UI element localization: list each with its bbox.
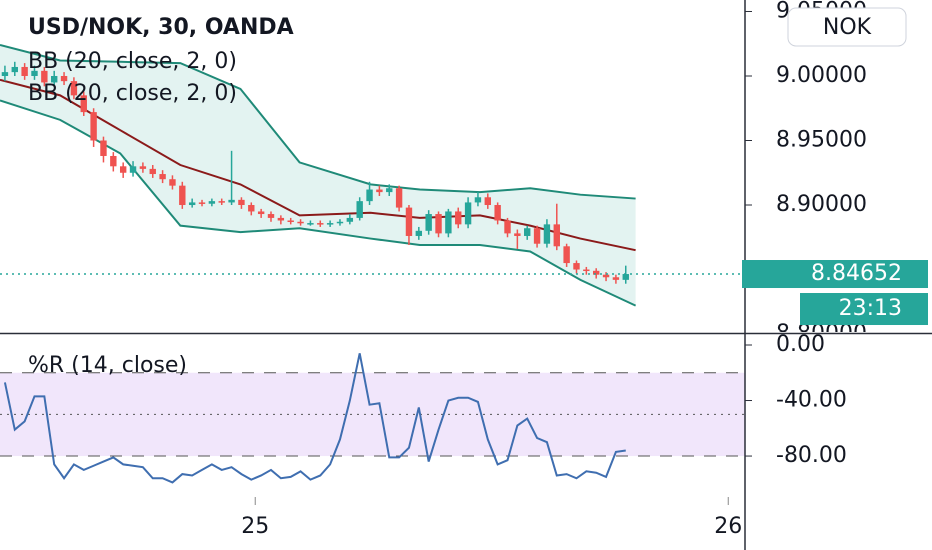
y-tick-label: 0.00 [776, 332, 825, 357]
candle-body [129, 166, 137, 173]
band-lower [0, 99, 637, 307]
candle-body [110, 155, 117, 167]
candle-body [297, 221, 304, 224]
currency-button[interactable] [787, 7, 907, 47]
candle-body [395, 188, 403, 208]
candle-body [218, 201, 225, 203]
candle-body [257, 211, 265, 215]
candle-body [317, 223, 324, 225]
wr-scale: 0.00 -40.00 -80.00 [745, 332, 847, 468]
candle-body [80, 95, 87, 113]
candle-body [474, 197, 482, 203]
candle-body [100, 140, 107, 156]
candle-body [149, 168, 156, 175]
band-upper [0, 44, 636, 200]
candle-body [31, 70, 38, 76]
last-price-box [742, 260, 928, 289]
candle-body [307, 223, 314, 225]
candle-body [405, 207, 413, 236]
candle-body [60, 75, 68, 82]
indicator-label: BB (20, close, 2, 0) [28, 81, 237, 106]
candle-body [563, 246, 570, 264]
x-tick-label: 26 [714, 514, 742, 539]
candle-body [326, 223, 334, 225]
candle-body [159, 174, 166, 180]
candle-body [238, 199, 245, 206]
candle-body [425, 214, 432, 231]
candle-body [435, 214, 442, 234]
currency-label[interactable]: NOK [823, 15, 872, 40]
candle-body [21, 66, 28, 76]
candle-body [70, 81, 78, 96]
candle-body [356, 201, 363, 218]
candle-body [464, 202, 472, 225]
candle-body [524, 228, 531, 236]
candle-body [386, 188, 393, 193]
candle-body [179, 185, 186, 206]
candle-body [553, 224, 560, 247]
candle-body [169, 179, 176, 186]
candle-body [336, 221, 344, 224]
candle-body [11, 66, 18, 73]
candle-body [188, 202, 196, 206]
candle-body [198, 202, 206, 204]
candle-body [445, 211, 452, 234]
candle-body [287, 220, 294, 222]
candle-body [592, 270, 600, 275]
x-tick-label: 25 [241, 514, 269, 539]
y-tick-label: 8.95000 [776, 128, 867, 153]
candle-body [41, 70, 48, 83]
candle-body [376, 189, 383, 193]
candle-body [248, 205, 255, 212]
candle-body [514, 233, 521, 236]
candle-body [583, 269, 590, 272]
candle-body [622, 274, 629, 280]
candle-body [573, 263, 580, 270]
candle-body [494, 205, 501, 221]
countdown-label: 23:13 [839, 296, 902, 321]
y-tick-label: 8.80000 [776, 321, 867, 346]
candle-body [119, 166, 127, 173]
candle-body [602, 274, 610, 278]
last-price-label: 8.84652 [811, 261, 902, 286]
wr-pane [0, 353, 745, 484]
y-tick-label: -80.00 [776, 443, 847, 468]
candle-body [277, 217, 285, 221]
countdown-box [800, 293, 928, 326]
candle-body [543, 224, 551, 244]
candle-body [533, 228, 541, 244]
indicator-title: %R (14, close) [28, 353, 187, 378]
candle-body [612, 277, 620, 280]
candle-body [50, 75, 58, 83]
main-pane [0, 44, 745, 307]
candle-body [366, 189, 373, 202]
overlay: 8.84652 23:13 25 26 [241, 260, 928, 539]
candle-body [455, 211, 462, 225]
candle-body [484, 197, 491, 206]
y-tick-label: 9.00000 [776, 63, 867, 88]
y-tick-label: -40.00 [776, 388, 847, 413]
candle-body [1, 72, 9, 76]
candle-body [267, 214, 275, 218]
band-middle [0, 78, 636, 252]
candle-body [504, 220, 511, 234]
indicator-label: BB (20, close, 2, 0) [28, 49, 237, 74]
candle-body [208, 201, 216, 204]
band-fill [0, 45, 636, 306]
candle-body [228, 199, 235, 203]
chart-title: USD/NOK, 30, OANDA [28, 15, 294, 40]
wr-line [3, 353, 626, 484]
candle-body [139, 166, 147, 169]
candle-body [346, 217, 354, 222]
y-tick-label: 8.90000 [776, 192, 867, 217]
candle-body [90, 112, 97, 141]
candle-body [415, 230, 423, 236]
